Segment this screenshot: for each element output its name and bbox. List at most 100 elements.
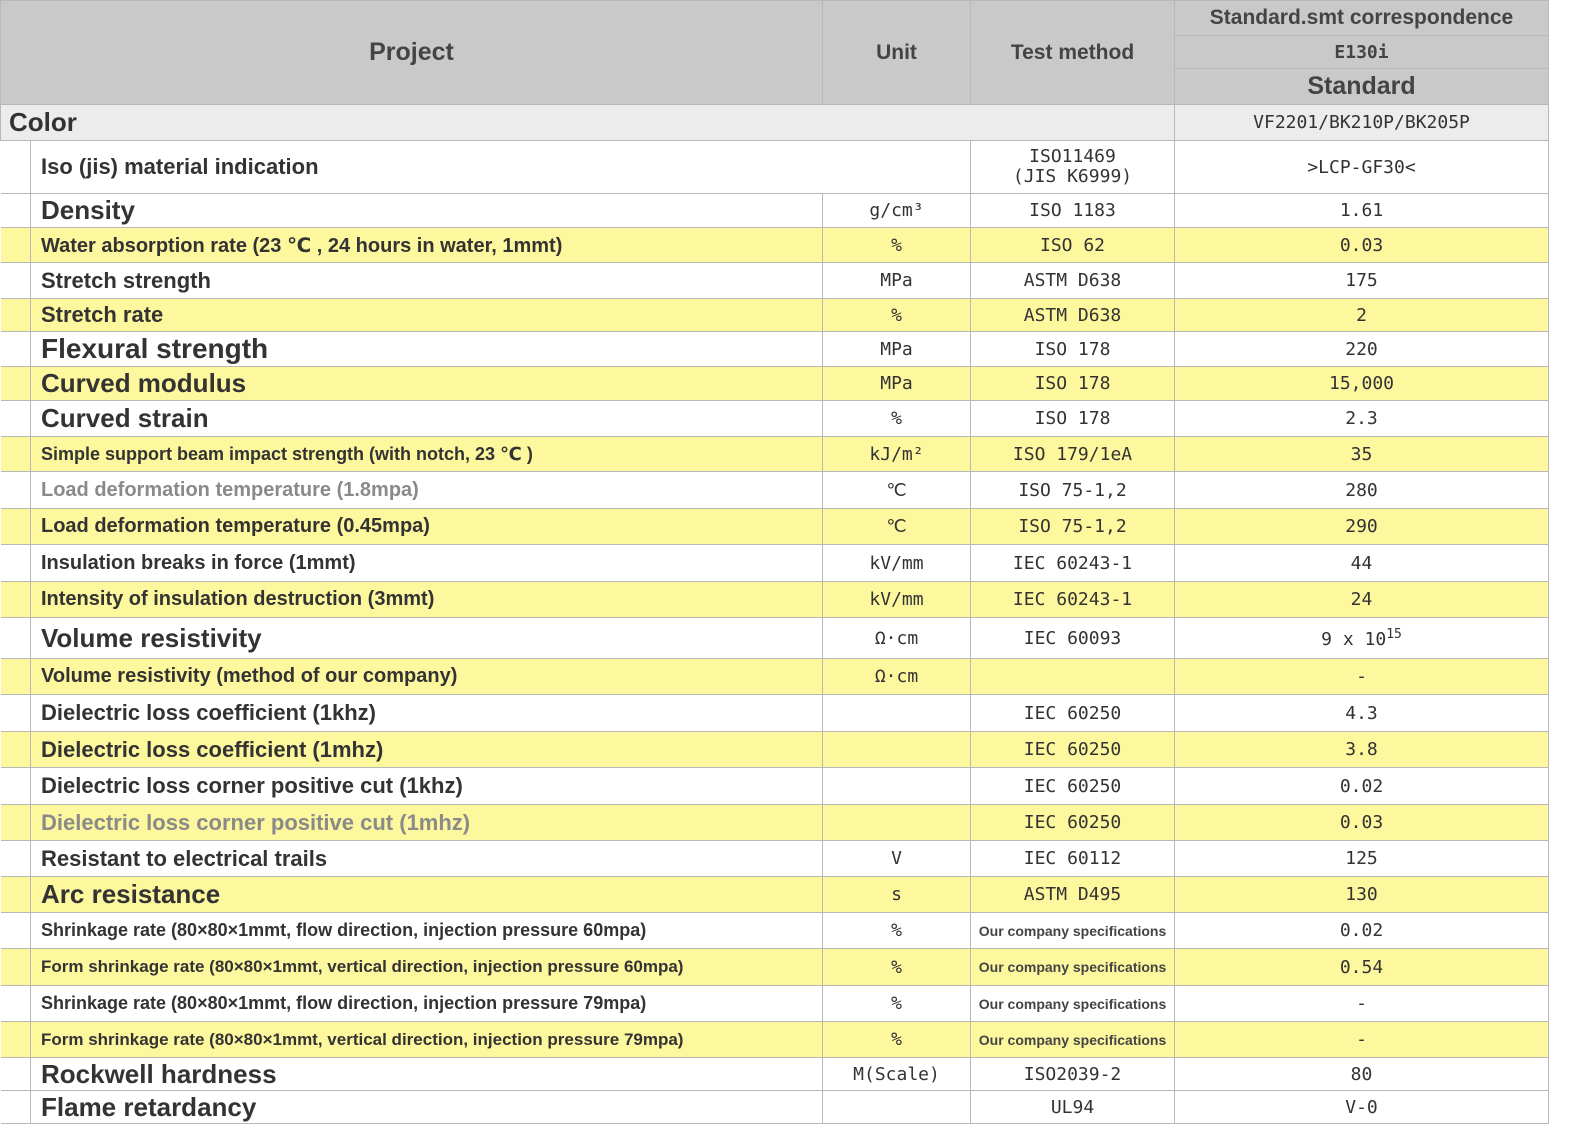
row-marker [0,262,31,299]
row-marker [0,985,31,1022]
material-method: ISO11469 (JIS K6999) [970,140,1176,194]
grade-header: E130i [1174,35,1550,69]
properties-table: Project Unit Test method Standard.smt co… [0,0,1550,1124]
row-marker [0,912,31,949]
property-unit: % [822,912,972,949]
row-marker [0,544,31,582]
property-name: Volume resistivity [29,617,824,659]
property-name: Insulation breaks in force (1mmt) [29,544,824,582]
property-unit: % [822,948,972,986]
material-row: Iso (jis) material indication ISO11469 (… [0,140,1550,194]
property-method: ISO 178 [970,366,1176,401]
property-method: ISO 179/1eA [970,436,1176,472]
row-marker [0,140,31,194]
property-value: 1.61 [1174,193,1550,228]
property-name: Dielectric loss coefficient (1khz) [29,694,824,732]
property-value: - [1174,985,1550,1022]
property-unit: kJ/m² [822,436,972,472]
property-name: Water absorption rate (23 ℃ , 24 hours i… [29,227,824,263]
property-method: ISO 75-1,2 [970,508,1176,545]
property-unit [822,1090,972,1124]
property-name: Intensity of insulation destruction (3mm… [29,581,824,618]
property-name: Load deformation temperature (1.8mpa) [29,471,824,509]
standard-header: Standard [1174,68,1550,105]
property-value: 3.8 [1174,731,1550,768]
property-method: ISO 62 [970,227,1176,263]
property-method: IEC 60250 [970,694,1176,732]
row-marker [0,331,31,367]
property-name: Stretch rate [29,298,824,332]
table-row: Form shrinkage rate (80×80×1mmt, vertica… [0,948,1550,986]
property-unit: kV/mm [822,544,972,582]
property-name: Dielectric loss corner positive cut (1kh… [29,767,824,805]
property-value: 220 [1174,331,1550,367]
property-value: 80 [1174,1057,1550,1091]
property-value: 4.3 [1174,694,1550,732]
property-value: 9 x 1015 [1174,617,1550,659]
row-marker [0,1021,31,1058]
row-marker [0,1090,31,1124]
row-marker [0,876,31,913]
property-value: - [1174,658,1550,695]
property-method: Our company specifications [970,948,1176,986]
property-method [970,658,1176,695]
property-unit: s [822,876,972,913]
property-value: 0.02 [1174,767,1550,805]
unit-header: Unit [822,0,972,105]
table-row: Simple support beam impact strength (wit… [0,436,1550,472]
table-row: Volume resistivity Ω·cm IEC 60093 9 x 10… [0,617,1550,659]
property-method: Our company specifications [970,1021,1176,1058]
test-method-header: Test method [970,0,1176,105]
property-method: ISO 1183 [970,193,1176,228]
property-unit [822,731,972,768]
property-value: 125 [1174,840,1550,877]
property-value: 175 [1174,262,1550,299]
table-row: Dielectric loss coefficient (1khz) IEC 6… [0,694,1550,732]
property-name: Flexural strength [29,331,824,367]
property-name: Load deformation temperature (0.45mpa) [29,508,824,545]
color-row: Color VF2201/BK210P/BK205P [0,104,1550,141]
property-method: ASTM D495 [970,876,1176,913]
table-row: Curved modulus MPa ISO 178 15,000 [0,366,1550,401]
table-row: Insulation breaks in force (1mmt) kV/mm … [0,544,1550,582]
row-marker [0,400,31,437]
property-unit [822,694,972,732]
property-name: Density [29,193,824,228]
property-unit: MPa [822,366,972,401]
material-label: Iso (jis) material indication [29,140,972,194]
property-unit: % [822,1021,972,1058]
table-row: Stretch strength MPa ASTM D638 175 [0,262,1550,299]
row-marker [0,767,31,805]
property-method: IEC 60243-1 [970,581,1176,618]
material-value: >LCP-GF30< [1174,140,1550,194]
property-method: ISO 178 [970,400,1176,437]
table-row: Stretch rate % ASTM D638 2 [0,298,1550,332]
property-value: 35 [1174,436,1550,472]
row-marker [0,840,31,877]
table-row: Flexural strength MPa ISO 178 220 [0,331,1550,367]
property-method: ASTM D638 [970,298,1176,332]
property-value: 290 [1174,508,1550,545]
property-unit [822,767,972,805]
property-name: Resistant to electrical trails [29,840,824,877]
property-value: - [1174,1021,1550,1058]
property-name: Dielectric loss corner positive cut (1mh… [29,804,824,841]
property-unit [822,804,972,841]
property-method: ASTM D638 [970,262,1176,299]
property-name: Shrinkage rate (80×80×1mmt, flow directi… [29,985,824,1022]
property-unit: V [822,840,972,877]
table-row: Water absorption rate (23 ℃ , 24 hours i… [0,227,1550,263]
row-marker [0,366,31,401]
property-name: Shrinkage rate (80×80×1mmt, flow directi… [29,912,824,949]
table-row: Dielectric loss coefficient (1mhz) IEC 6… [0,731,1550,768]
property-unit: MPa [822,331,972,367]
property-method: UL94 [970,1090,1176,1124]
color-label: Color [0,104,1176,141]
property-method: ISO 75-1,2 [970,471,1176,509]
material-method-line2: (JIS K6999) [1012,166,1133,187]
property-name: Stretch strength [29,262,824,299]
row-marker [0,471,31,509]
property-value: 0.03 [1174,227,1550,263]
table-row: Intensity of insulation destruction (3mm… [0,581,1550,618]
property-name: Arc resistance [29,876,824,913]
